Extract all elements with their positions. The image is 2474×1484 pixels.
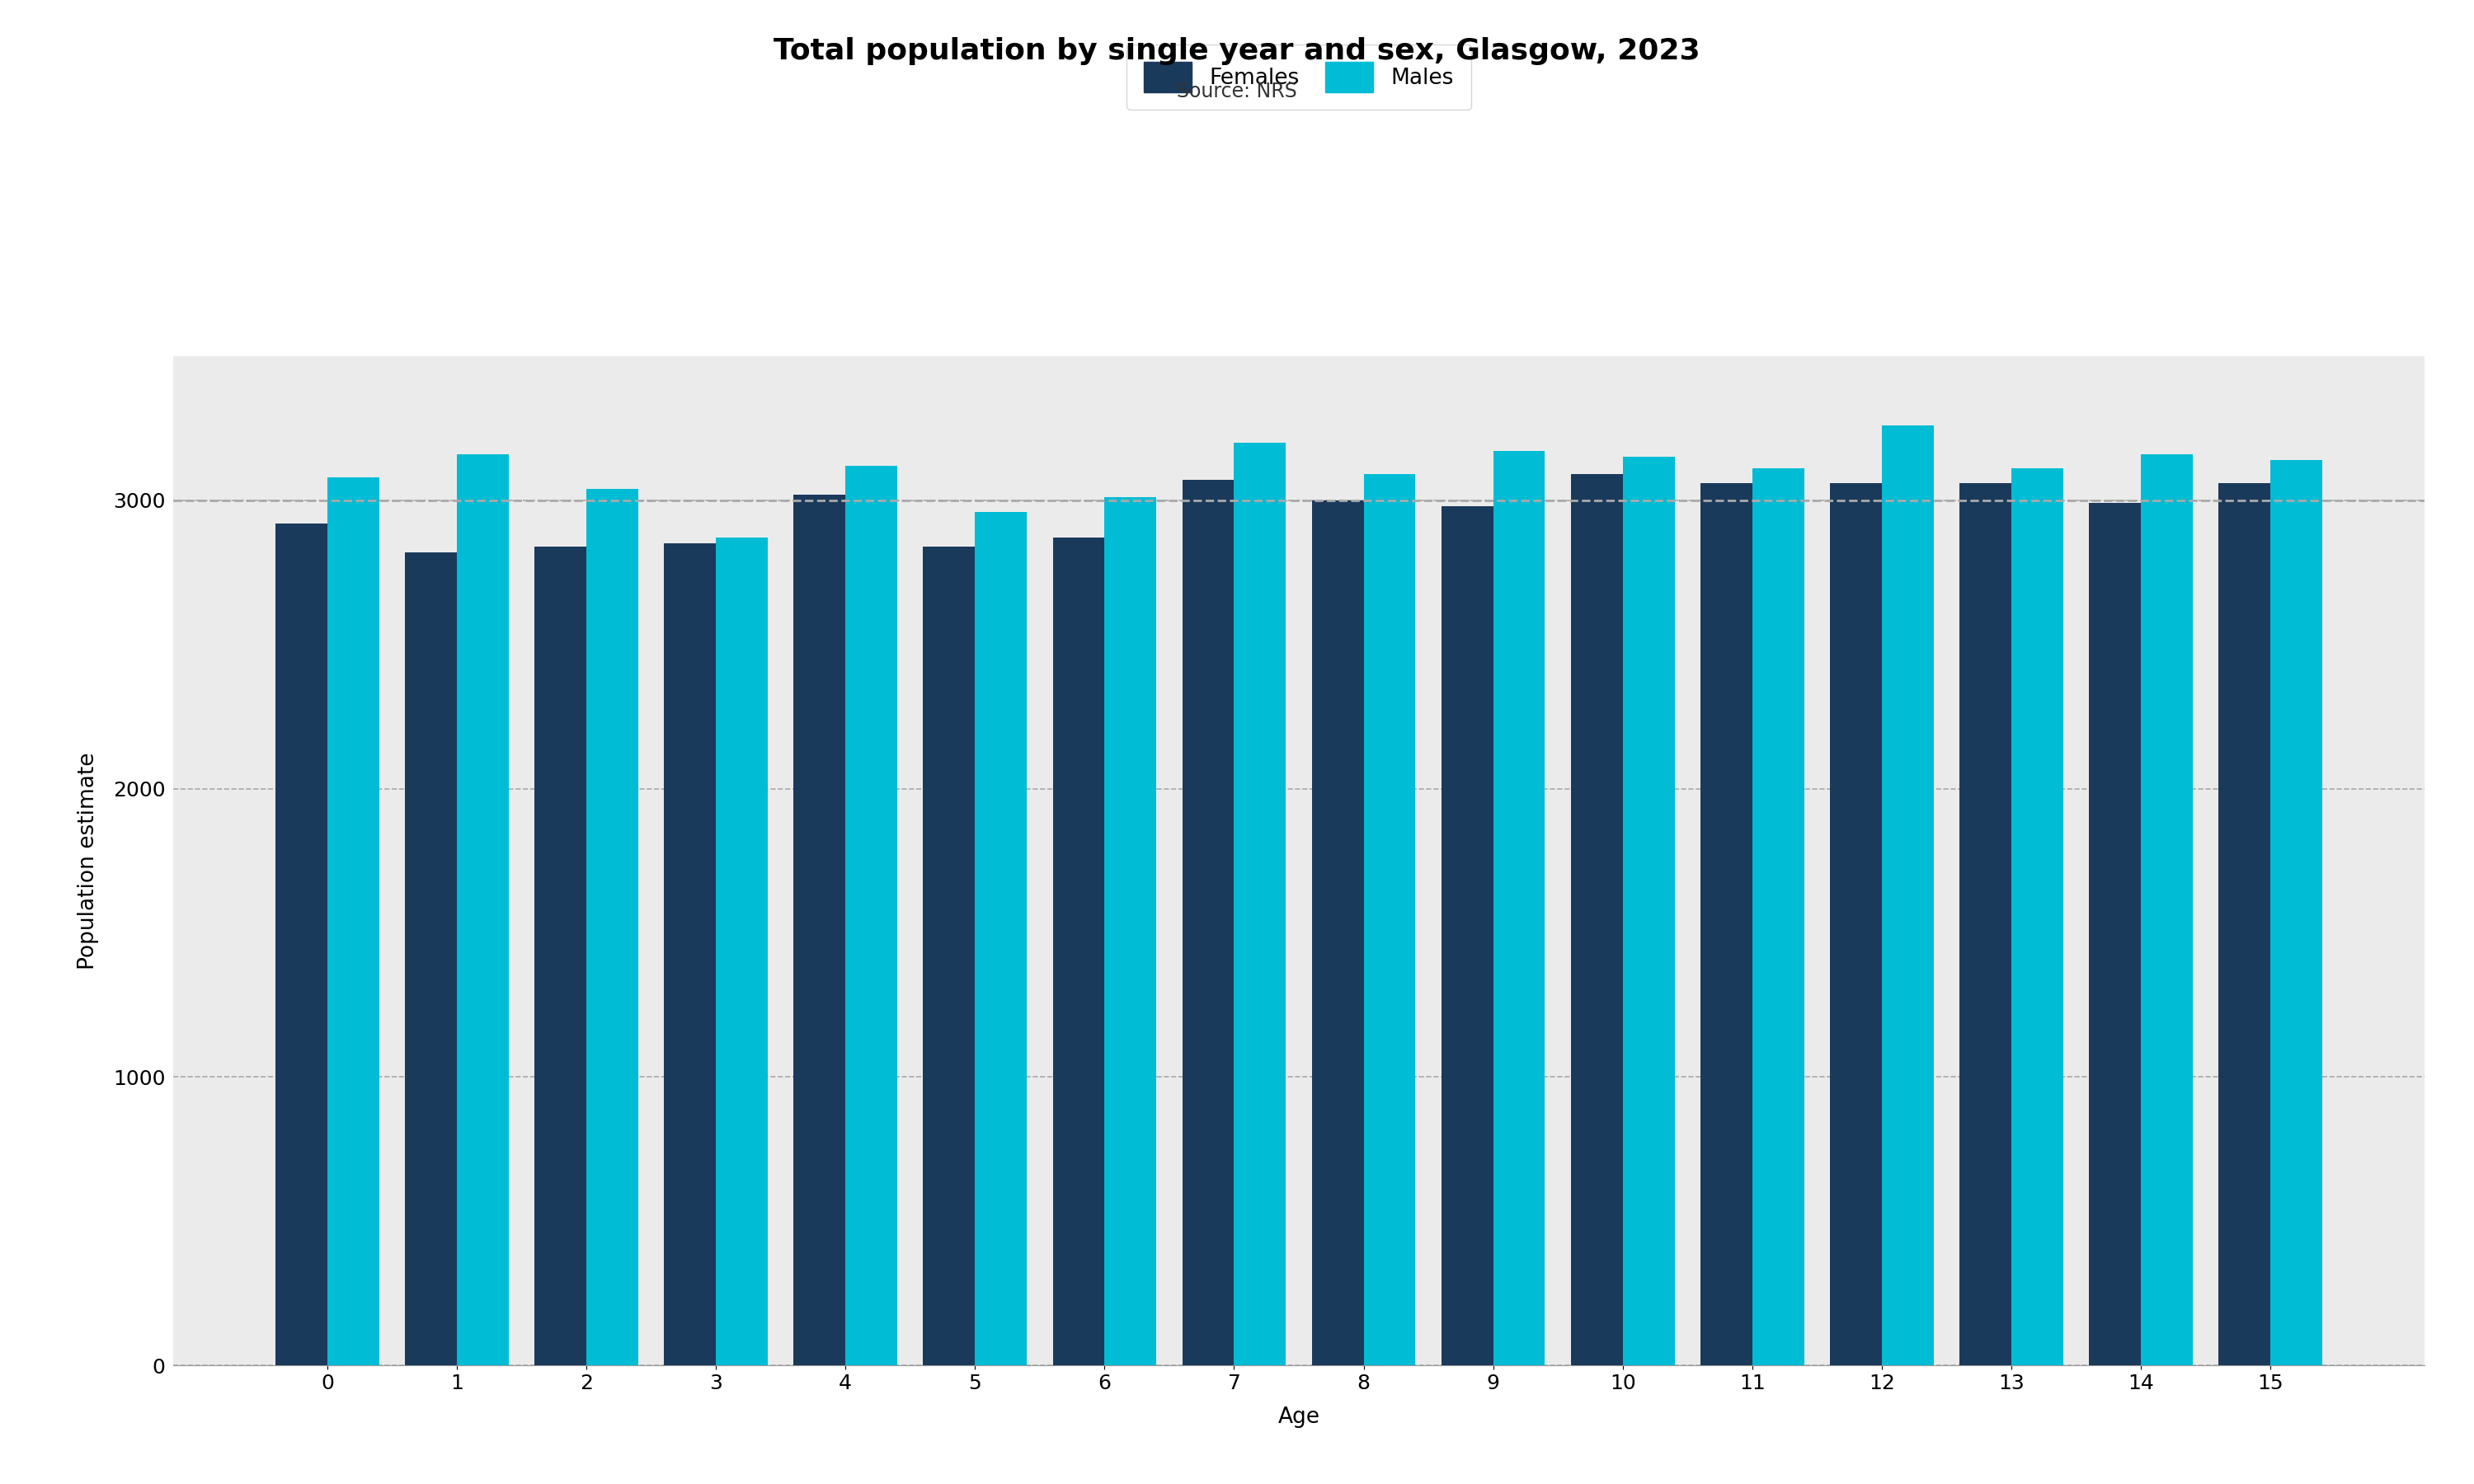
Text: Total population by single year and sex, Glasgow, 2023: Total population by single year and sex,… xyxy=(774,37,1700,65)
Bar xyxy=(1883,426,1935,1365)
Bar xyxy=(846,466,898,1365)
Bar xyxy=(1494,451,1544,1365)
Bar xyxy=(1959,482,2011,1365)
Bar xyxy=(715,537,767,1365)
Bar xyxy=(1054,537,1103,1365)
Bar xyxy=(327,478,379,1365)
Bar xyxy=(2271,460,2323,1365)
Bar xyxy=(2088,503,2140,1365)
Bar xyxy=(2011,469,2063,1365)
Bar xyxy=(458,454,510,1365)
Bar xyxy=(1183,481,1235,1365)
Bar xyxy=(1103,497,1155,1365)
Bar xyxy=(975,512,1027,1365)
Bar xyxy=(663,543,715,1365)
Legend: Females, Males: Females, Males xyxy=(1126,45,1472,110)
Bar xyxy=(586,488,638,1365)
X-axis label: Age: Age xyxy=(1277,1407,1321,1428)
Text: Source: NRS: Source: NRS xyxy=(1178,82,1296,101)
Bar xyxy=(1831,482,1883,1365)
Bar xyxy=(1363,475,1415,1365)
Y-axis label: Population estimate: Population estimate xyxy=(77,752,99,969)
Bar xyxy=(406,552,458,1365)
Bar xyxy=(794,494,846,1365)
Bar xyxy=(1442,506,1494,1365)
Bar xyxy=(1311,500,1363,1365)
Bar xyxy=(1700,482,1752,1365)
Bar xyxy=(1752,469,1804,1365)
Bar xyxy=(2219,482,2271,1365)
Bar xyxy=(2140,454,2192,1365)
Bar xyxy=(534,546,586,1365)
Bar xyxy=(1571,475,1623,1365)
Bar xyxy=(1623,457,1675,1365)
Bar xyxy=(1235,442,1286,1365)
Bar xyxy=(923,546,975,1365)
Bar xyxy=(275,524,327,1365)
